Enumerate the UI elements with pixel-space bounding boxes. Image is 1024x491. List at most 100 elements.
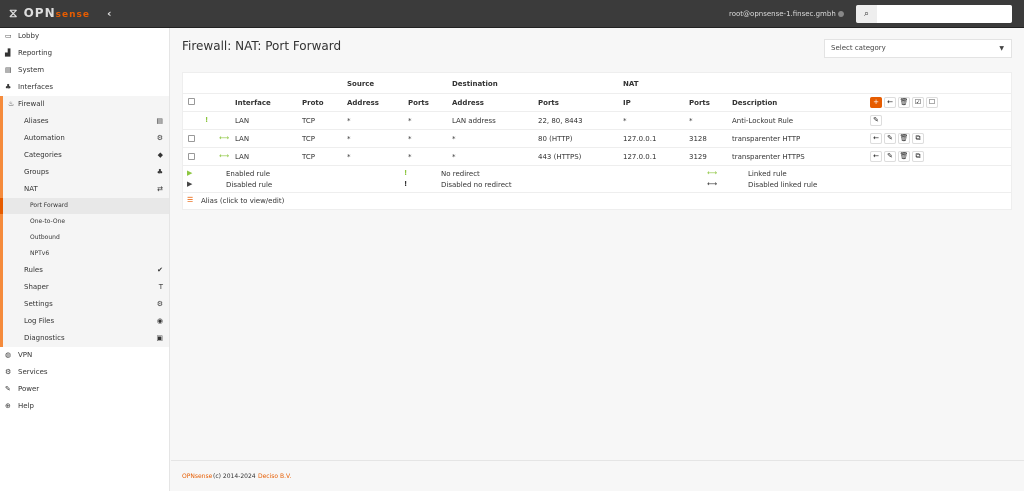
category-select[interactable]: Select category ▼ [824,39,1012,58]
footer-brand-link[interactable]: OPNsense [182,473,213,480]
sidebar-item-label: System [18,66,45,74]
firewall-submenu: Aliases ▤ Automation ⚙ Categories ◆ Groups ♣ NAT… [0,113,169,347]
col-description: Description [732,99,778,107]
sidebar-item-port-forward[interactable]: Port Forward [0,198,169,214]
sidebar-item-label: Shaper [24,283,49,291]
delete-button[interactable]: 🗑 [898,151,910,162]
sidebar-item-automation[interactable]: Automation ⚙ [3,130,169,147]
sidebar-item-power[interactable]: ✎ Power [0,381,169,398]
clone-button[interactable]: ⧉ [912,151,924,162]
group-source: Source [347,80,375,88]
sidebar-item-label: Diagnostics [24,334,65,342]
cell-dst_addr: * [452,153,456,161]
search-input[interactable] [877,5,1012,23]
sidebar-item-one-to-one[interactable]: One-to-One [3,214,169,230]
sidebar-item-label: Categories [24,151,62,159]
sidebar-item-groups[interactable]: Groups ♣ [3,164,169,181]
col-proto: Proto [302,99,324,107]
cell-src_addr: * [347,153,351,161]
group-nat: NAT [623,80,639,88]
sitemap-icon: ♣ [156,168,163,176]
no-redirect-icon: ! [205,116,209,124]
cell-iface: LAN [235,153,250,161]
sidebar-item-nptv6[interactable]: NPTv6 [3,246,169,262]
sidebar-item-label: Settings [24,300,53,308]
col-dst-address: Address [452,99,484,107]
edit-button[interactable]: ✎ [870,115,882,126]
col-nat-ip: IP [623,99,631,107]
move-before-button[interactable]: ← [870,133,882,144]
sidebar-item-firewall[interactable]: ♨ Firewall [0,96,169,113]
play-green-icon: ▶ [187,169,193,177]
delete-selected-button[interactable]: 🗑 [898,97,910,108]
sidebar-item-aliases[interactable]: Aliases ▤ [3,113,169,130]
sidebar-item-system[interactable]: ▤ System [0,62,169,79]
linked-dark-icon: ⟷ [707,180,718,188]
cell-nat_ip: 127.0.0.1 [623,153,657,161]
sidebar-item-shaper[interactable]: Shaper T [3,279,169,296]
sidebar-item-label: NAT [24,185,38,193]
globe-icon: ◍ [5,351,12,359]
footer-company-link[interactable]: Deciso B.V. [258,473,292,480]
table-row[interactable]: ⟷ LAN TCP * * * 80 (HTTP) 127.0.0.1 3128 transpar… [183,130,1011,148]
medkit-icon: ▣ [156,334,163,342]
sidebar-item-reporting[interactable]: ▟ Reporting [0,45,169,62]
sidebar-item-label: Aliases [24,117,49,125]
filter-icon: T [158,283,163,291]
row-checkbox[interactable] [188,135,195,144]
footer: OPNsense (c) 2014-2024 Deciso B.V. [171,460,1024,491]
table-row[interactable]: ! LAN TCP * * LAN address 22, 80, 8443 * * Anti-L… [183,112,1011,130]
enable-selected-button[interactable]: ☑ [912,97,924,108]
sidebar-item-outbound[interactable]: Outbound [3,230,169,246]
col-src-address: Address [347,99,379,107]
cell-nat_ip: 127.0.0.1 [623,135,657,143]
disable-selected-button[interactable]: ☐ [926,97,938,108]
sidebar-item-label: Services [18,368,48,376]
table-row[interactable]: ⟷ LAN TCP * * * 443 (HTTPS) 127.0.0.1 3129 transp… [183,148,1011,166]
cell-dst_ports: 22, 80, 8443 [538,117,583,125]
edit-button[interactable]: ✎ [884,151,896,162]
row-checkbox[interactable] [188,153,195,162]
clone-button[interactable]: ⧉ [912,133,924,144]
cell-src_ports: * [408,153,412,161]
sidebar-item-diagnostics[interactable]: Diagnostics ▣ [3,330,169,347]
group-destination: Destination [452,80,498,88]
tags-icon: ◆ [157,151,163,159]
cell-nat_ports: 3128 [689,135,707,143]
collapse-sidebar-icon[interactable]: ‹ [107,7,112,20]
cell-dst_addr: LAN address [452,117,496,125]
cog-icon: ⚙ [156,134,163,142]
add-rule-button[interactable]: + [870,97,882,108]
cell-src_ports: * [408,117,412,125]
sidebar-item-rules[interactable]: Rules ✔ [3,262,169,279]
col-dst-ports: Ports [538,99,559,107]
sidebar-item-categories[interactable]: Categories ◆ [3,147,169,164]
sidebar-item-nat[interactable]: NAT ⇄ [3,181,169,198]
select-all-checkbox[interactable] [188,98,195,107]
sidebar-item-settings[interactable]: Settings ⚙ [3,296,169,313]
move-before-button[interactable]: ← [870,151,882,162]
edit-button[interactable]: ✎ [884,133,896,144]
play-dark-icon: ▶ [187,180,193,188]
sidebar-item-vpn[interactable]: ◍ VPN [0,347,169,364]
linked-green-icon: ⟷ [707,169,718,177]
sidebar-item-label: Power [18,385,40,393]
opnsense-logo[interactable]: ⧖ OPNsense [9,6,90,20]
sidebar-item-services[interactable]: ⚙ Services [0,364,169,381]
category-placeholder: Select category [831,44,886,52]
cell-dst_addr: * [452,135,456,143]
search-icon[interactable]: ⌕ [856,5,877,23]
sidebar-item-lobby[interactable]: ▭ Lobby [0,28,169,45]
delete-button[interactable]: 🗑 [898,133,910,144]
sidebar-item-help[interactable]: ⊕ Help [0,398,169,415]
sidebar-item-label: Interfaces [18,83,53,91]
legend-disabled: Disabled rule [226,181,273,189]
cell-iface: LAN [235,135,250,143]
fire-icon: ♨ [8,100,15,108]
move-selected-button[interactable]: ← [884,97,896,108]
sidebar-item-interfaces[interactable]: ♣ Interfaces [0,79,169,96]
sidebar-item-log-files[interactable]: Log Files ◉ [3,313,169,330]
col-nat-ports: Ports [689,99,710,107]
user-label: root@opnsense-1.finsec.gmbh [729,10,836,18]
exclamation-dark-icon: ! [404,180,408,188]
